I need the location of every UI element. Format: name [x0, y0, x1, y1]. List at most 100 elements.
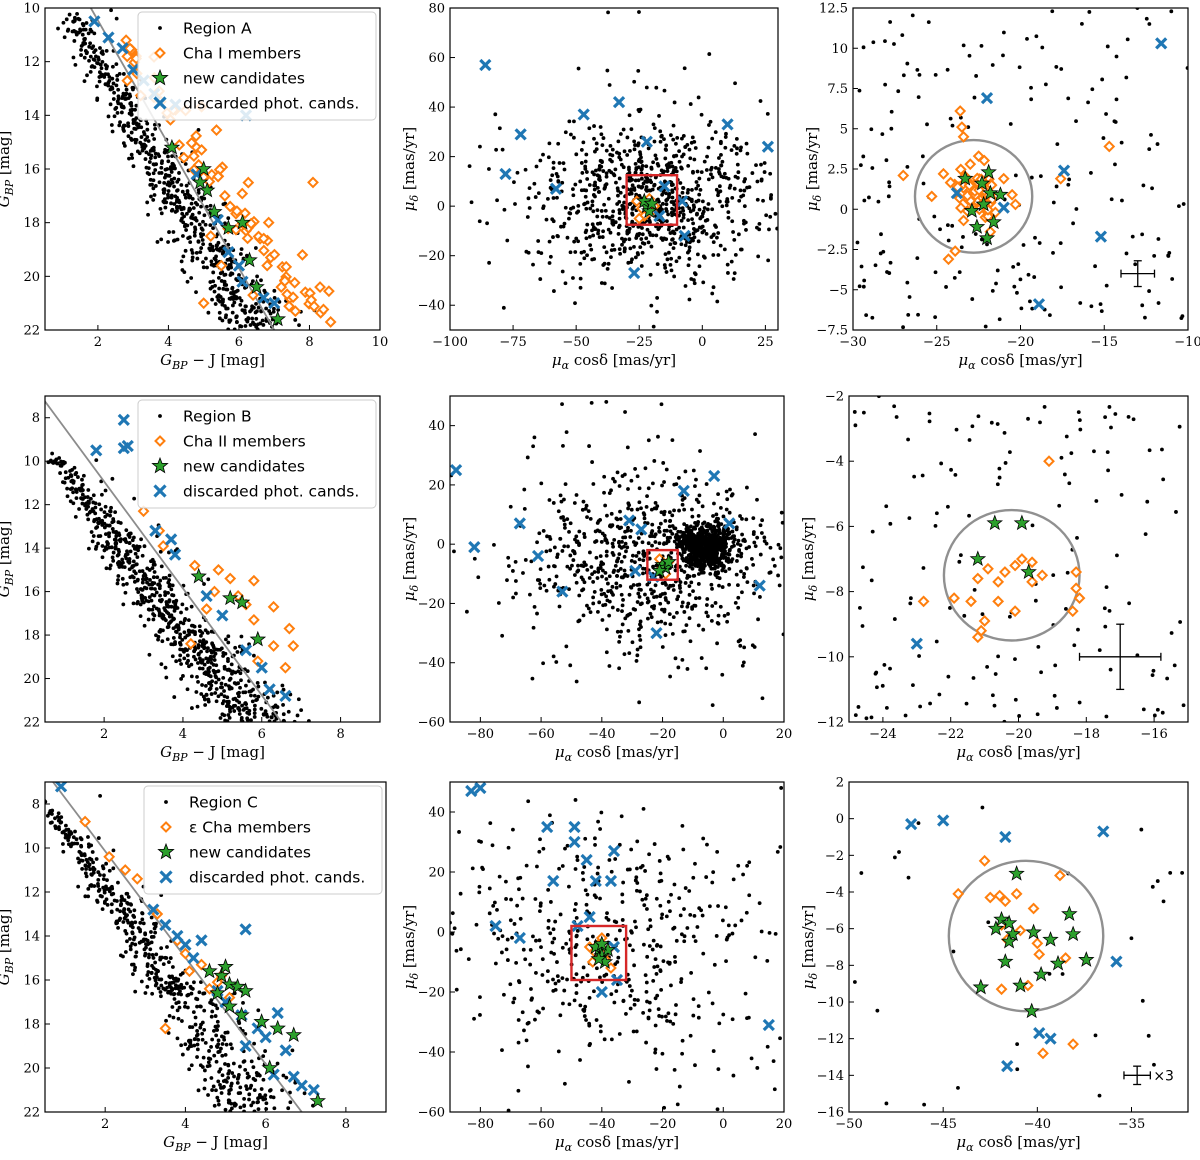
field-star	[595, 208, 600, 213]
field-star	[896, 89, 901, 94]
field-star	[550, 173, 555, 178]
field-star	[974, 74, 979, 78]
field-star	[276, 307, 281, 312]
field-star	[232, 300, 237, 305]
member-marker	[121, 74, 134, 87]
member-marker	[964, 158, 977, 171]
field-star	[1166, 254, 1171, 258]
field-star	[636, 591, 641, 596]
field-star	[613, 220, 618, 225]
legend-box	[137, 11, 377, 121]
field-star	[234, 289, 239, 294]
x-tick-label: −40	[588, 727, 615, 742]
field-star	[593, 540, 597, 544]
field-star	[662, 137, 666, 142]
field-star	[622, 554, 627, 559]
field-star	[196, 188, 201, 192]
field-star	[711, 232, 716, 237]
field-star	[673, 568, 678, 573]
field-star	[230, 1071, 235, 1075]
field-star	[191, 1010, 196, 1015]
field-star	[926, 20, 931, 25]
member-marker	[242, 176, 255, 189]
field-star	[673, 656, 678, 661]
field-star	[595, 576, 600, 580]
field-star	[562, 544, 567, 549]
field-star	[599, 132, 604, 137]
field-star	[235, 1080, 240, 1085]
field-star	[128, 947, 133, 952]
field-star	[615, 517, 620, 522]
field-star	[236, 694, 241, 699]
field-star	[888, 20, 893, 24]
candidate-marker	[643, 195, 661, 211]
discarded-marker	[149, 524, 162, 537]
field-star	[967, 513, 971, 518]
field-star	[216, 677, 221, 682]
field-star	[273, 703, 278, 708]
field-star	[1152, 713, 1157, 718]
field-star	[633, 560, 637, 565]
field-star	[771, 557, 776, 562]
discarded-marker	[499, 167, 512, 181]
field-star	[720, 568, 725, 573]
field-star	[193, 657, 198, 662]
field-star	[695, 558, 700, 563]
field-star	[567, 119, 572, 124]
field-star	[715, 548, 720, 552]
field-star	[660, 201, 665, 206]
field-star	[147, 568, 152, 572]
field-star	[175, 188, 180, 193]
field-star	[597, 175, 602, 180]
field-star	[111, 97, 116, 101]
field-star	[672, 482, 677, 487]
field-star	[183, 635, 188, 640]
field-star	[196, 191, 201, 195]
field-star	[637, 557, 642, 562]
field-star	[654, 156, 659, 161]
field-star	[1107, 405, 1112, 409]
field-star	[698, 529, 703, 534]
member-marker	[992, 595, 1005, 608]
field-star	[691, 468, 696, 473]
field-star	[667, 524, 672, 529]
field-star	[167, 173, 172, 178]
field-star	[168, 582, 172, 587]
discarded-marker	[629, 564, 642, 577]
field-star	[630, 183, 635, 188]
field-star	[171, 238, 176, 243]
field-star	[617, 639, 622, 644]
field-star	[660, 483, 664, 488]
field-star	[966, 125, 971, 129]
field-star	[643, 592, 647, 597]
discarded-marker	[721, 118, 734, 131]
legend-diamond-icon	[154, 435, 166, 447]
field-star	[214, 699, 219, 704]
field-star	[727, 582, 731, 587]
field-star	[237, 690, 241, 695]
field-star	[560, 180, 565, 185]
new-candidates	[969, 514, 1037, 580]
field-star	[650, 529, 655, 533]
field-star	[640, 163, 645, 168]
field-star	[597, 167, 602, 172]
field-star	[1017, 714, 1022, 718]
field-star	[972, 95, 977, 100]
field-star	[772, 563, 777, 568]
field-star	[650, 522, 655, 527]
field-star	[674, 227, 679, 232]
field-star	[193, 217, 197, 221]
field-star	[961, 235, 965, 239]
field-star	[103, 504, 108, 509]
field-star	[658, 139, 663, 144]
field-star	[630, 640, 635, 645]
error-bar	[1078, 623, 1162, 691]
field-star	[183, 192, 187, 197]
discarded-marker	[1057, 164, 1071, 177]
field-star	[113, 510, 118, 515]
field-star	[692, 235, 697, 240]
field-star	[85, 50, 89, 55]
field-star	[698, 449, 702, 453]
field-star	[687, 245, 692, 250]
field-star	[710, 703, 715, 708]
